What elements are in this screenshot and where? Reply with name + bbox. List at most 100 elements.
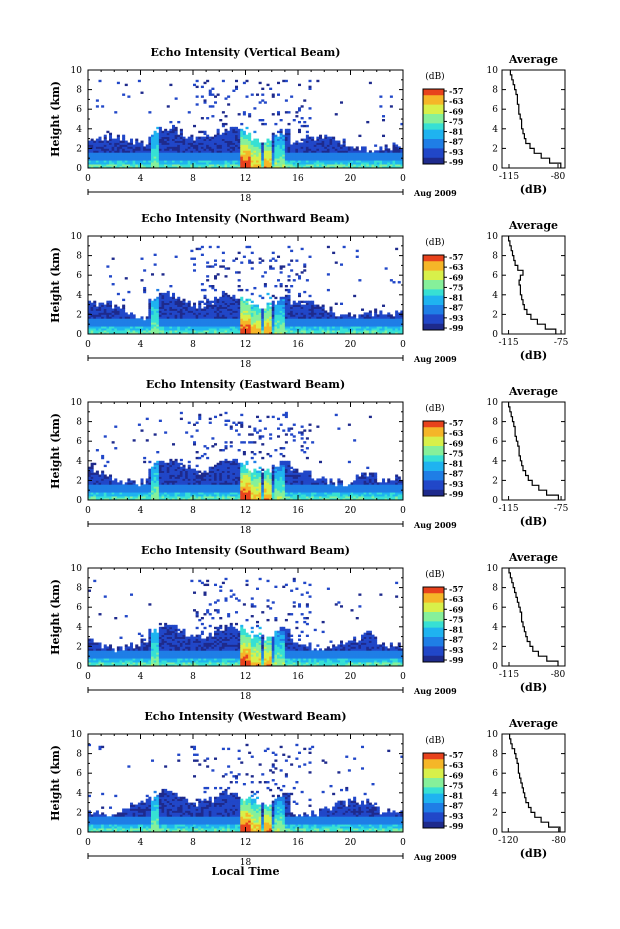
heatmap-cell [88,468,92,471]
heatmap-cell [269,160,273,163]
heatmap-cell [400,164,404,167]
heatmap-cell [95,318,99,321]
heatmap-cell [98,138,102,141]
heatmap-cell [198,488,202,491]
heatmap-cell [329,306,333,309]
heatmap-cell [161,154,165,157]
heatmap-cell [98,482,102,485]
heatmap-cell [256,308,260,311]
heatmap-cell [203,310,207,313]
heatmap-cell [208,421,212,424]
heatmap-cell [363,322,367,325]
heatmap-cell [143,330,147,333]
heatmap-cell [98,492,102,495]
heatmap-cell [151,154,155,157]
heatmap-cell [235,134,239,138]
heatmap-cell [248,259,252,262]
heatmap-cell [332,164,336,167]
heatmap-cell [379,314,383,317]
heatmap-cell [287,300,291,304]
heatmap-cell [242,320,246,323]
heatmap-cell [261,148,265,151]
heatmap-cell [298,294,302,298]
heatmap-cell [258,146,262,149]
heatmap-cell [308,255,312,258]
heatmap-cell [250,251,254,255]
heatmap-cell [116,496,120,499]
y-tick-label: 10 [71,66,83,76]
heatmap-cell [324,160,328,163]
heatmap-cell [329,310,333,313]
heatmap-cell [169,308,173,311]
heatmap-cell [245,134,249,138]
heatmap-cell [187,140,191,143]
heatmap-cell [182,476,186,479]
heatmap-cell [203,480,207,483]
heatmap-cell [177,312,181,315]
heatmap-cell [109,150,113,153]
heatmap-cell [182,298,186,302]
heatmap-cell [347,152,351,155]
heatmap-cell [221,251,225,255]
heatmap-cell [111,148,115,151]
heatmap-cell [106,488,110,491]
heatmap-cell [287,308,291,311]
heatmap-cell [169,296,173,300]
heatmap-cell [208,492,212,495]
heatmap-cell [211,466,215,470]
heatmap-cell [193,496,197,499]
heatmap-cell [151,304,155,307]
heatmap-cell [187,332,191,335]
heatmap-cell [258,257,262,260]
heatmap-cell [137,494,141,497]
heatmap-cell [198,417,202,421]
heatmap-cell [95,162,99,165]
heatmap-cell [164,292,168,296]
heatmap-cell [153,310,157,313]
heatmap-cell [90,148,94,151]
heatmap-cell [187,308,191,311]
heatmap-cell [277,136,281,139]
heatmap-cell [103,160,107,163]
heatmap-cell [208,285,212,288]
heatmap-cell [392,156,396,159]
heatmap-cell [106,492,110,495]
heatmap-cell [174,306,178,309]
heatmap-cell [193,330,197,333]
heatmap-cell [334,322,338,325]
heatmap-cell [284,134,288,138]
heatmap-cell [277,164,281,167]
heatmap-cell [271,162,275,165]
heatmap-cell [130,312,134,315]
heatmap-cell [151,318,155,321]
heatmap-cell [179,466,183,470]
heatmap-cell [266,156,270,159]
heatmap-cell [169,285,173,288]
heatmap-cell [227,142,231,145]
heatmap-cell [203,158,207,161]
heatmap-cell [190,486,194,489]
heatmap-cell [240,302,244,305]
heatmap-cell [216,245,220,249]
heatmap-cell [389,156,393,159]
heatmap-cell [340,328,344,331]
colorbar-segment [423,255,444,259]
heatmap-cell [366,318,370,321]
heatmap-cell [227,134,231,138]
heatmap-cell [311,144,315,147]
heatmap-cell [111,312,115,315]
colorbar-segment [423,261,444,265]
heatmap-cell [143,320,147,323]
heatmap-cell [248,144,252,147]
heatmap-cell [203,328,207,331]
heatmap-cell [153,322,157,325]
colorbar-unit: (dB) [425,237,444,248]
heatmap-cell [195,322,199,325]
heatmap-cell [382,119,386,122]
heatmap-cell [203,99,207,102]
heatmap-cell [237,306,241,309]
heatmap-cell [290,326,294,329]
heatmap-cell [279,154,283,157]
heatmap-cell [103,498,107,501]
heatmap-cell [253,312,257,315]
